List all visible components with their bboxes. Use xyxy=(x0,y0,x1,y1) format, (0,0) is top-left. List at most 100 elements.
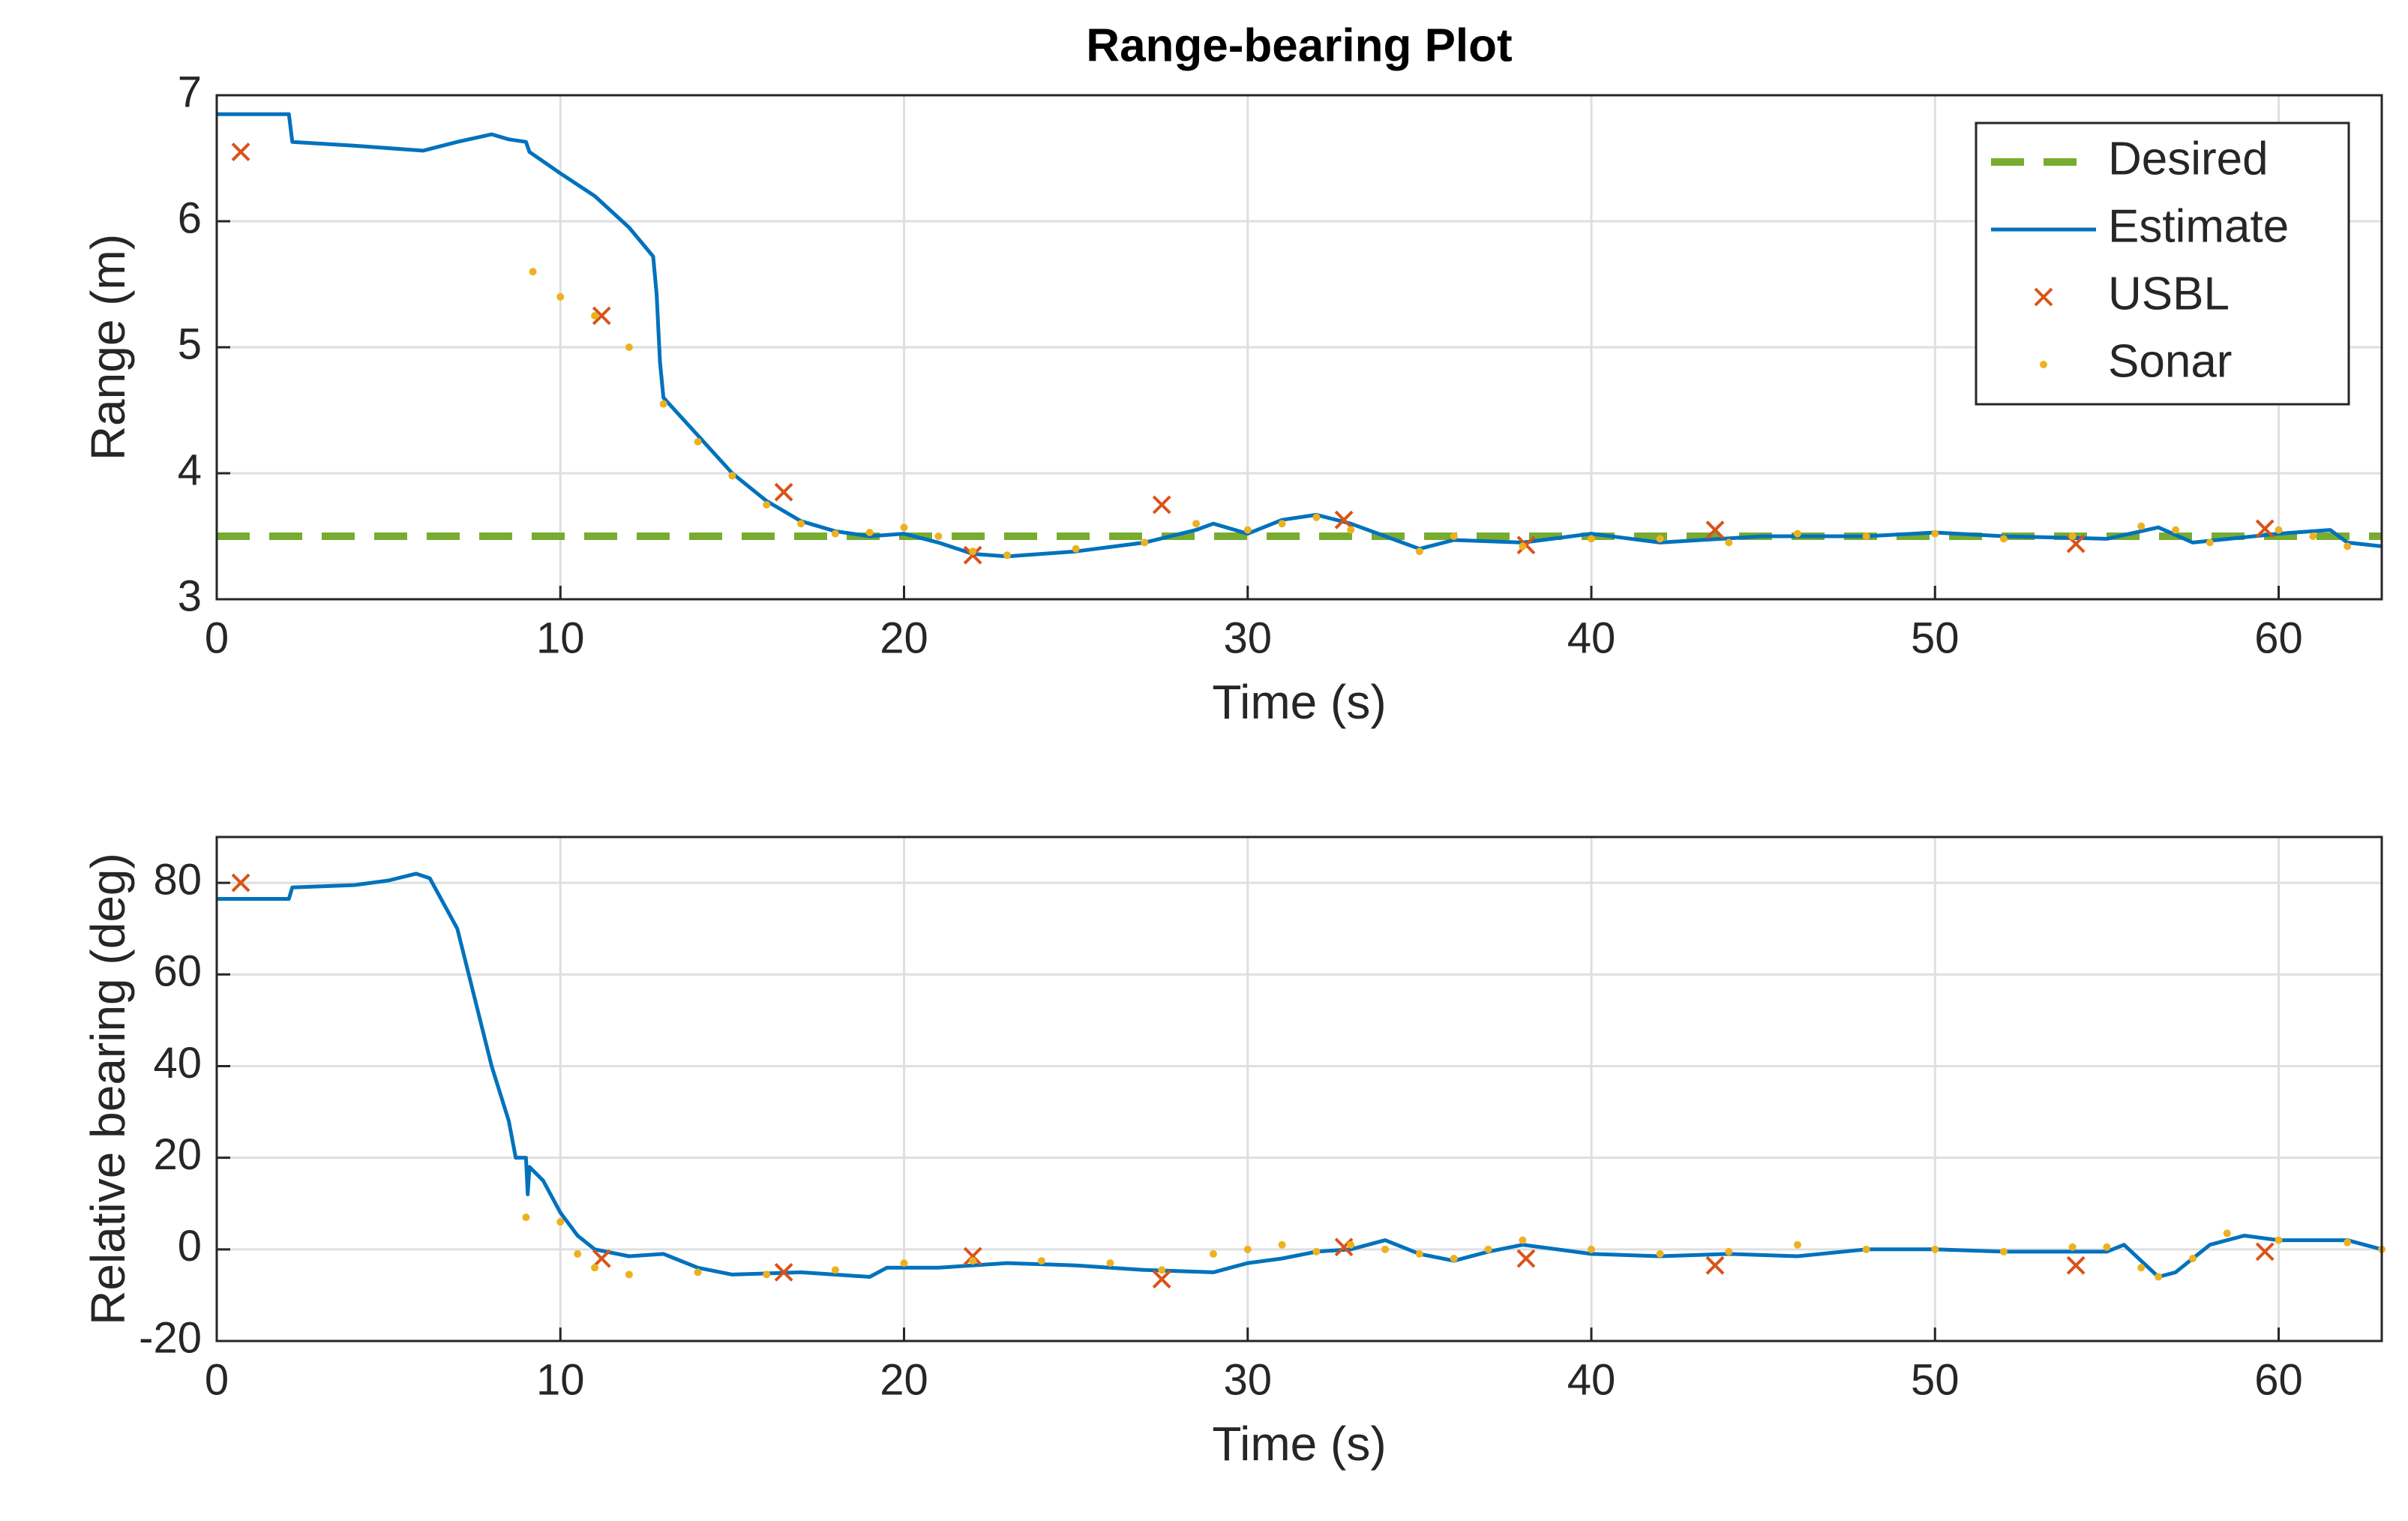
sonar-dot xyxy=(900,524,908,532)
sonar-dot xyxy=(1588,535,1596,543)
sonar-dot xyxy=(1278,520,1286,528)
usbl-marker xyxy=(592,306,611,326)
y-tick-label: 6 xyxy=(178,194,202,242)
x-axis-label: Time (s) xyxy=(1212,675,1386,729)
legend-label: Estimate xyxy=(2108,200,2289,252)
x-tick-label: 60 xyxy=(2254,614,2303,662)
sonar-dot xyxy=(865,528,874,536)
sonar-dot xyxy=(1106,1259,1114,1268)
usbl-marker xyxy=(1705,1256,1725,1275)
sonar-dot xyxy=(1725,1247,1733,1256)
sonar-dot xyxy=(1415,548,1423,556)
y-tick-label: 3 xyxy=(178,572,202,620)
sonar-dot xyxy=(694,438,702,446)
x-tick-label: 30 xyxy=(1224,614,1273,662)
sonar-dot xyxy=(1519,542,1527,550)
sonar-dot xyxy=(1141,538,1149,547)
legend-swatch xyxy=(2034,287,2053,307)
sonar-dot xyxy=(1931,530,1939,538)
sonar-dot xyxy=(2344,1238,2352,1246)
x-tick-label: 0 xyxy=(205,1355,229,1404)
series-line xyxy=(217,112,2383,559)
x-axis-label: Time (s) xyxy=(1212,1417,1386,1471)
sonar-dot xyxy=(522,1214,530,1222)
x-tick-label: 50 xyxy=(1911,1355,1960,1404)
sonar-dot xyxy=(1347,526,1355,534)
sonar-dot xyxy=(1192,520,1201,528)
x-tick-label: 20 xyxy=(880,614,928,662)
usbl-marker xyxy=(1334,510,1354,530)
sonar-dot xyxy=(2275,1236,2283,1244)
sonar-dot xyxy=(2309,532,2317,540)
legend-box xyxy=(1975,122,2350,406)
sonar-dot xyxy=(1999,535,2008,543)
sonar-dot xyxy=(2155,1273,2163,1281)
legend-label: Desired xyxy=(2108,133,2269,184)
y-tick-label: 4 xyxy=(178,446,202,494)
sonar-dot xyxy=(1415,1250,1423,1258)
sonar-dot xyxy=(556,1218,565,1226)
sonar-dot xyxy=(1312,1247,1321,1256)
y-tick-label: 40 xyxy=(153,1039,202,1088)
x-tick-label: 20 xyxy=(880,1355,928,1404)
sonar-dot xyxy=(591,312,599,320)
sonar-dot xyxy=(1793,1240,1801,1249)
legend-label: Sonar xyxy=(2108,335,2232,387)
usbl-marker xyxy=(963,545,982,565)
usbl-marker xyxy=(774,482,793,502)
sonar-dot xyxy=(1278,1240,1286,1249)
x-tick-label: 30 xyxy=(1224,1355,1273,1404)
sonar-dot xyxy=(2206,538,2214,547)
usbl-marker xyxy=(592,1249,611,1268)
axes-box xyxy=(215,836,2383,1342)
sonar-dot xyxy=(900,1259,908,1268)
y-axis-label: Relative bearing (deg) xyxy=(81,853,135,1325)
sonar-dot xyxy=(1519,1236,1527,1244)
sonar-dot xyxy=(659,400,667,408)
sonar-dot xyxy=(728,472,736,480)
sonar-dot xyxy=(2344,542,2352,550)
sonar-dot xyxy=(591,1264,599,1272)
legend-swatch xyxy=(2040,361,2047,368)
sonar-dot xyxy=(1862,1245,1870,1253)
usbl-marker xyxy=(1516,1249,1536,1268)
sonar-dot xyxy=(625,1270,633,1279)
y-tick-label: 0 xyxy=(178,1222,202,1270)
sonar-dot xyxy=(1450,1255,1458,1263)
usbl-marker xyxy=(963,1246,982,1266)
sonar-dot xyxy=(934,532,943,540)
sonar-dot xyxy=(694,1268,702,1276)
sonar-dot xyxy=(2068,532,2077,540)
sonar-dot xyxy=(831,1266,839,1274)
sonar-dot xyxy=(2068,1243,2077,1251)
sonar-dot xyxy=(1209,1250,1217,1258)
sonar-dot xyxy=(1037,1257,1045,1265)
usbl-marker xyxy=(231,142,250,162)
legend-label: USBL xyxy=(2108,268,2230,320)
axes-box xyxy=(215,94,2383,601)
sonar-dot xyxy=(1243,526,1252,534)
sonar-dot xyxy=(1158,1266,1166,1274)
sonar-dot xyxy=(1484,1245,1492,1253)
sonar-dot xyxy=(2172,526,2180,534)
sonar-dot xyxy=(1450,532,1458,540)
sonar-dot xyxy=(969,548,977,556)
sonar-dot xyxy=(2223,1229,2231,1238)
sonar-dot xyxy=(969,1257,977,1265)
sonar-dot xyxy=(574,1250,582,1258)
sonar-dot xyxy=(1381,1245,1390,1253)
usbl-marker xyxy=(1705,520,1725,540)
x-tick-label: 10 xyxy=(536,1355,585,1404)
sonar-dot xyxy=(831,530,839,538)
sonar-dot xyxy=(2137,522,2146,530)
sonar-dot xyxy=(1999,1247,2008,1256)
sonar-dot xyxy=(1725,538,1733,547)
sonar-dot xyxy=(1312,513,1321,521)
y-axis-label: Range (m) xyxy=(81,234,135,460)
sonar-dot xyxy=(2188,1255,2197,1263)
usbl-marker xyxy=(2255,519,2275,538)
sonar-dot xyxy=(797,520,805,528)
sonar-dot xyxy=(2275,526,2283,534)
y-tick-label: 20 xyxy=(153,1130,202,1179)
